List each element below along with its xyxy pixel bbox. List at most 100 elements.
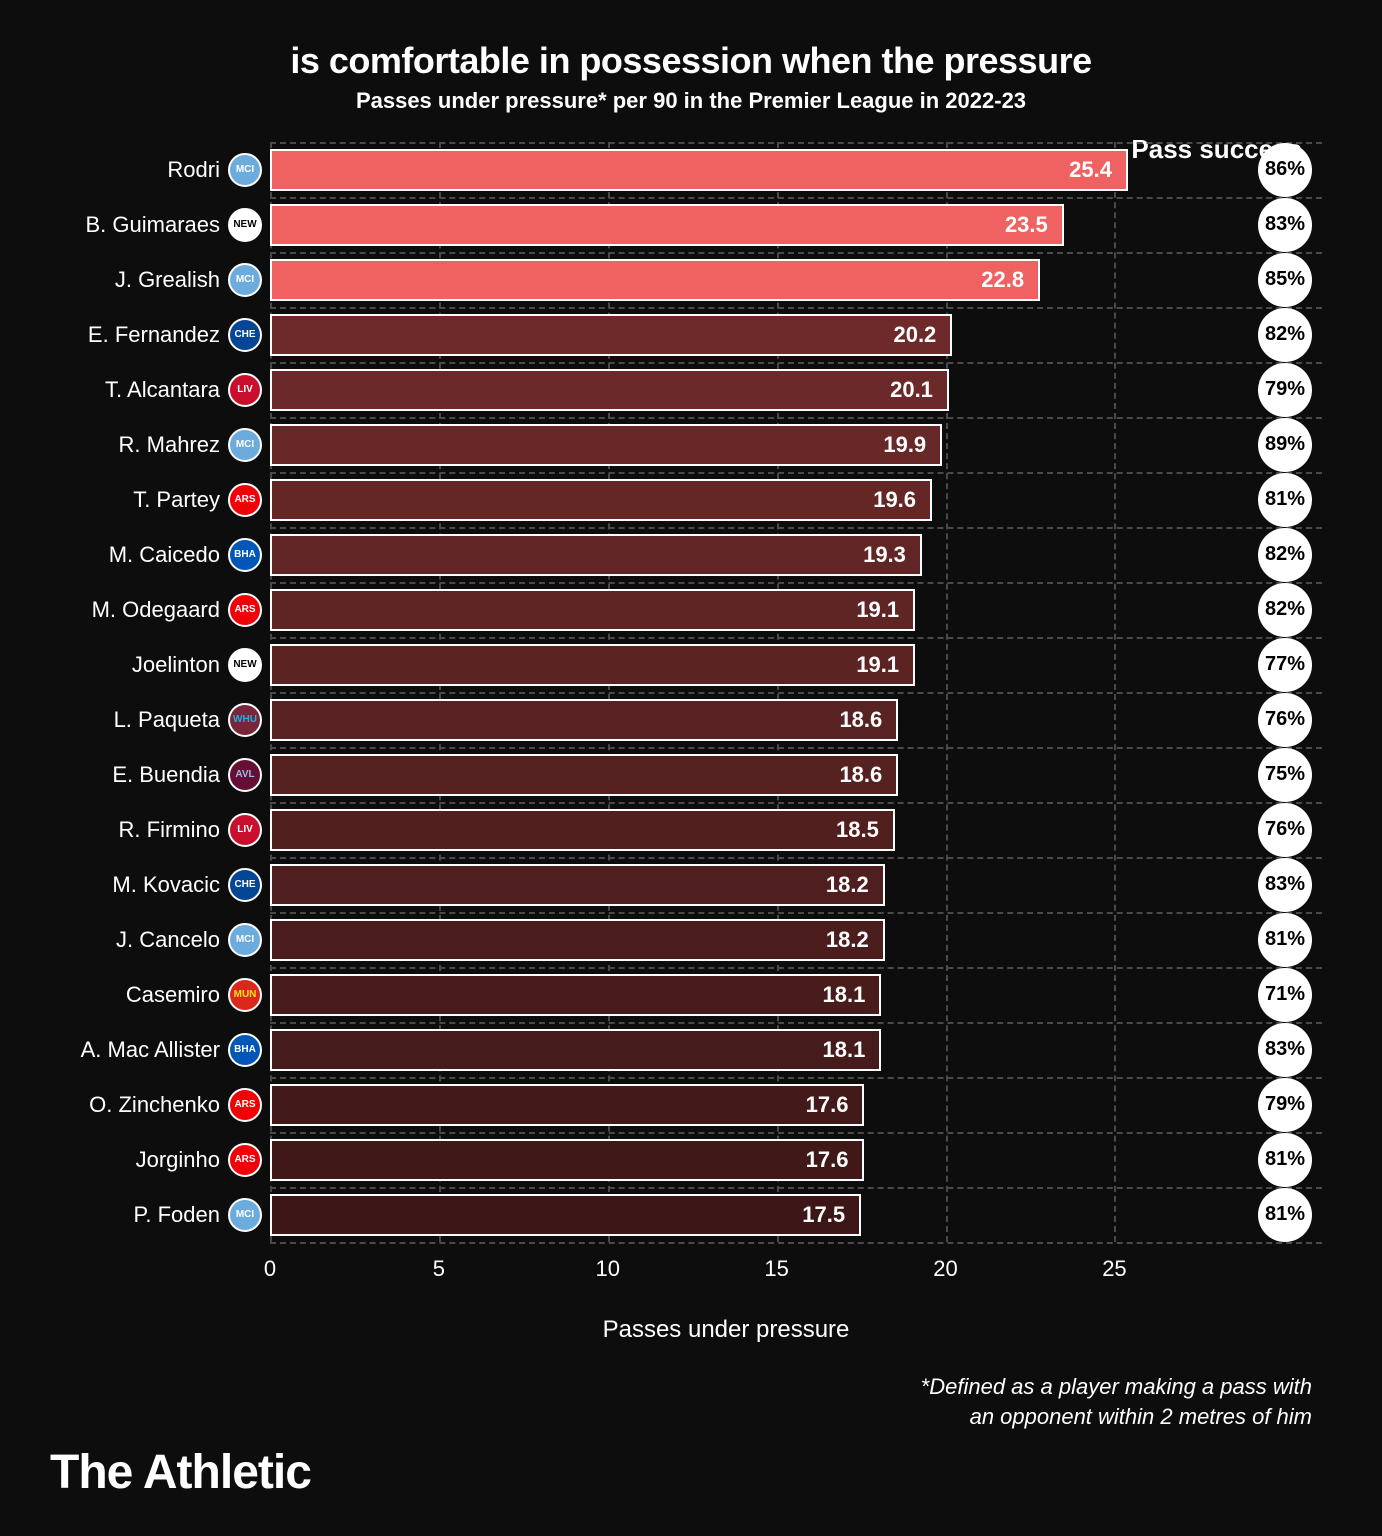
footnote-line: an opponent within 2 metres of him — [50, 1402, 1312, 1432]
player-name: Rodri — [50, 157, 220, 183]
player-name: A. Mac Allister — [50, 1037, 220, 1063]
player-row: M. OdegaardARS19.182% — [270, 582, 1182, 637]
bar: 25.4 — [270, 149, 1128, 191]
bar: 19.3 — [270, 534, 922, 576]
pass-success-bubble: 79% — [1258, 1078, 1312, 1132]
x-tick-label: 15 — [764, 1256, 788, 1282]
player-name: O. Zinchenko — [50, 1092, 220, 1118]
player-row: RodriMCI25.486% — [270, 142, 1182, 197]
club-badge-icon: MCI — [228, 428, 262, 462]
player-row: T. ParteyARS19.681% — [270, 472, 1182, 527]
pass-success-bubble: 71% — [1258, 968, 1312, 1022]
brand-logo: The Athletic — [50, 1445, 311, 1500]
player-row: JoelintonNEW19.177% — [270, 637, 1182, 692]
pass-success-bubble: 89% — [1258, 418, 1312, 472]
bar: 17.6 — [270, 1084, 864, 1126]
bar: 18.1 — [270, 1029, 881, 1071]
pass-success-bubble: 83% — [1258, 198, 1312, 252]
player-name: T. Alcantara — [50, 377, 220, 403]
player-name: M. Kovacic — [50, 872, 220, 898]
player-row: JorginhoARS17.681% — [270, 1132, 1182, 1187]
pass-success-bubble: 83% — [1258, 1023, 1312, 1077]
pass-success-bubble: 77% — [1258, 638, 1312, 692]
player-row: R. MahrezMCI19.989% — [270, 417, 1182, 472]
player-name: B. Guimaraes — [50, 212, 220, 238]
player-name: E. Fernandez — [50, 322, 220, 348]
pass-success-bubble: 81% — [1258, 913, 1312, 967]
player-name: J. Cancelo — [50, 927, 220, 953]
player-row: E. FernandezCHE20.282% — [270, 307, 1182, 362]
x-axis-ticks: 0510152025 — [270, 1248, 1182, 1298]
bar: 20.2 — [270, 314, 952, 356]
bar: 20.1 — [270, 369, 949, 411]
club-badge-icon: MCI — [228, 923, 262, 957]
pass-success-bubble: 82% — [1258, 583, 1312, 637]
club-badge-icon: NEW — [228, 208, 262, 242]
pass-success-bubble: 83% — [1258, 858, 1312, 912]
chart-subtitle: Passes under pressure* per 90 in the Pre… — [50, 88, 1332, 114]
player-name: Jorginho — [50, 1147, 220, 1173]
club-badge-icon: BHA — [228, 1033, 262, 1067]
pass-success-bubble: 81% — [1258, 1133, 1312, 1187]
bar: 22.8 — [270, 259, 1040, 301]
player-row: P. FodenMCI17.581% — [270, 1187, 1182, 1242]
bar: 18.2 — [270, 864, 885, 906]
bar: 17.6 — [270, 1139, 864, 1181]
club-badge-icon: ARS — [228, 1088, 262, 1122]
bar: 17.5 — [270, 1194, 861, 1236]
bar: 23.5 — [270, 204, 1064, 246]
bar: 18.5 — [270, 809, 895, 851]
player-row: T. AlcantaraLIV20.179% — [270, 362, 1182, 417]
club-badge-icon: ARS — [228, 1143, 262, 1177]
pass-success-bubble: 76% — [1258, 803, 1312, 857]
player-row: R. FirminoLIV18.576% — [270, 802, 1182, 857]
club-badge-icon: CHE — [228, 318, 262, 352]
player-name: R. Mahrez — [50, 432, 220, 458]
player-row: O. ZinchenkoARS17.679% — [270, 1077, 1182, 1132]
x-tick-label: 25 — [1102, 1256, 1126, 1282]
bar: 18.1 — [270, 974, 881, 1016]
player-name: J. Grealish — [50, 267, 220, 293]
pass-success-bubble: 86% — [1258, 143, 1312, 197]
pass-success-bubble: 81% — [1258, 473, 1312, 527]
bar: 18.2 — [270, 919, 885, 961]
player-name: Casemiro — [50, 982, 220, 1008]
player-row: L. PaquetaWHU18.676% — [270, 692, 1182, 747]
pass-success-bubble: 75% — [1258, 748, 1312, 802]
plot-area: RodriMCI25.486%B. GuimaraesNEW23.583%J. … — [270, 142, 1182, 1242]
club-badge-icon: NEW — [228, 648, 262, 682]
footnote: *Defined as a player making a pass with … — [50, 1372, 1332, 1431]
club-badge-icon: CHE — [228, 868, 262, 902]
pass-success-bubble: 82% — [1258, 528, 1312, 582]
player-name: R. Firmino — [50, 817, 220, 843]
bar: 18.6 — [270, 754, 898, 796]
club-badge-icon: ARS — [228, 593, 262, 627]
pass-success-bubble: 76% — [1258, 693, 1312, 747]
player-row: B. GuimaraesNEW23.583% — [270, 197, 1182, 252]
pass-success-bubble: 85% — [1258, 253, 1312, 307]
player-row: A. Mac AllisterBHA18.183% — [270, 1022, 1182, 1077]
player-name: E. Buendia — [50, 762, 220, 788]
footnote-line: *Defined as a player making a pass with — [50, 1372, 1312, 1402]
player-name: M. Caicedo — [50, 542, 220, 568]
bar: 19.1 — [270, 589, 915, 631]
x-tick-label: 10 — [596, 1256, 620, 1282]
bar: 19.9 — [270, 424, 942, 466]
club-badge-icon: ARS — [228, 483, 262, 517]
player-row: CasemiroMUN18.171% — [270, 967, 1182, 1022]
chart-container: Pass success RodriMCI25.486%B. Guimaraes… — [50, 142, 1332, 1344]
club-badge-icon: MCI — [228, 263, 262, 297]
player-name: Joelinton — [50, 652, 220, 678]
player-name: P. Foden — [50, 1202, 220, 1228]
bar: 19.6 — [270, 479, 932, 521]
player-row: J. GrealishMCI22.885% — [270, 252, 1182, 307]
club-badge-icon: BHA — [228, 538, 262, 572]
club-badge-icon: MUN — [228, 978, 262, 1012]
bar: 19.1 — [270, 644, 915, 686]
club-badge-icon: AVL — [228, 758, 262, 792]
pass-success-bubble: 82% — [1258, 308, 1312, 362]
club-badge-icon: WHU — [228, 703, 262, 737]
player-name: T. Partey — [50, 487, 220, 513]
player-name: L. Paqueta — [50, 707, 220, 733]
player-row: M. KovacicCHE18.283% — [270, 857, 1182, 912]
